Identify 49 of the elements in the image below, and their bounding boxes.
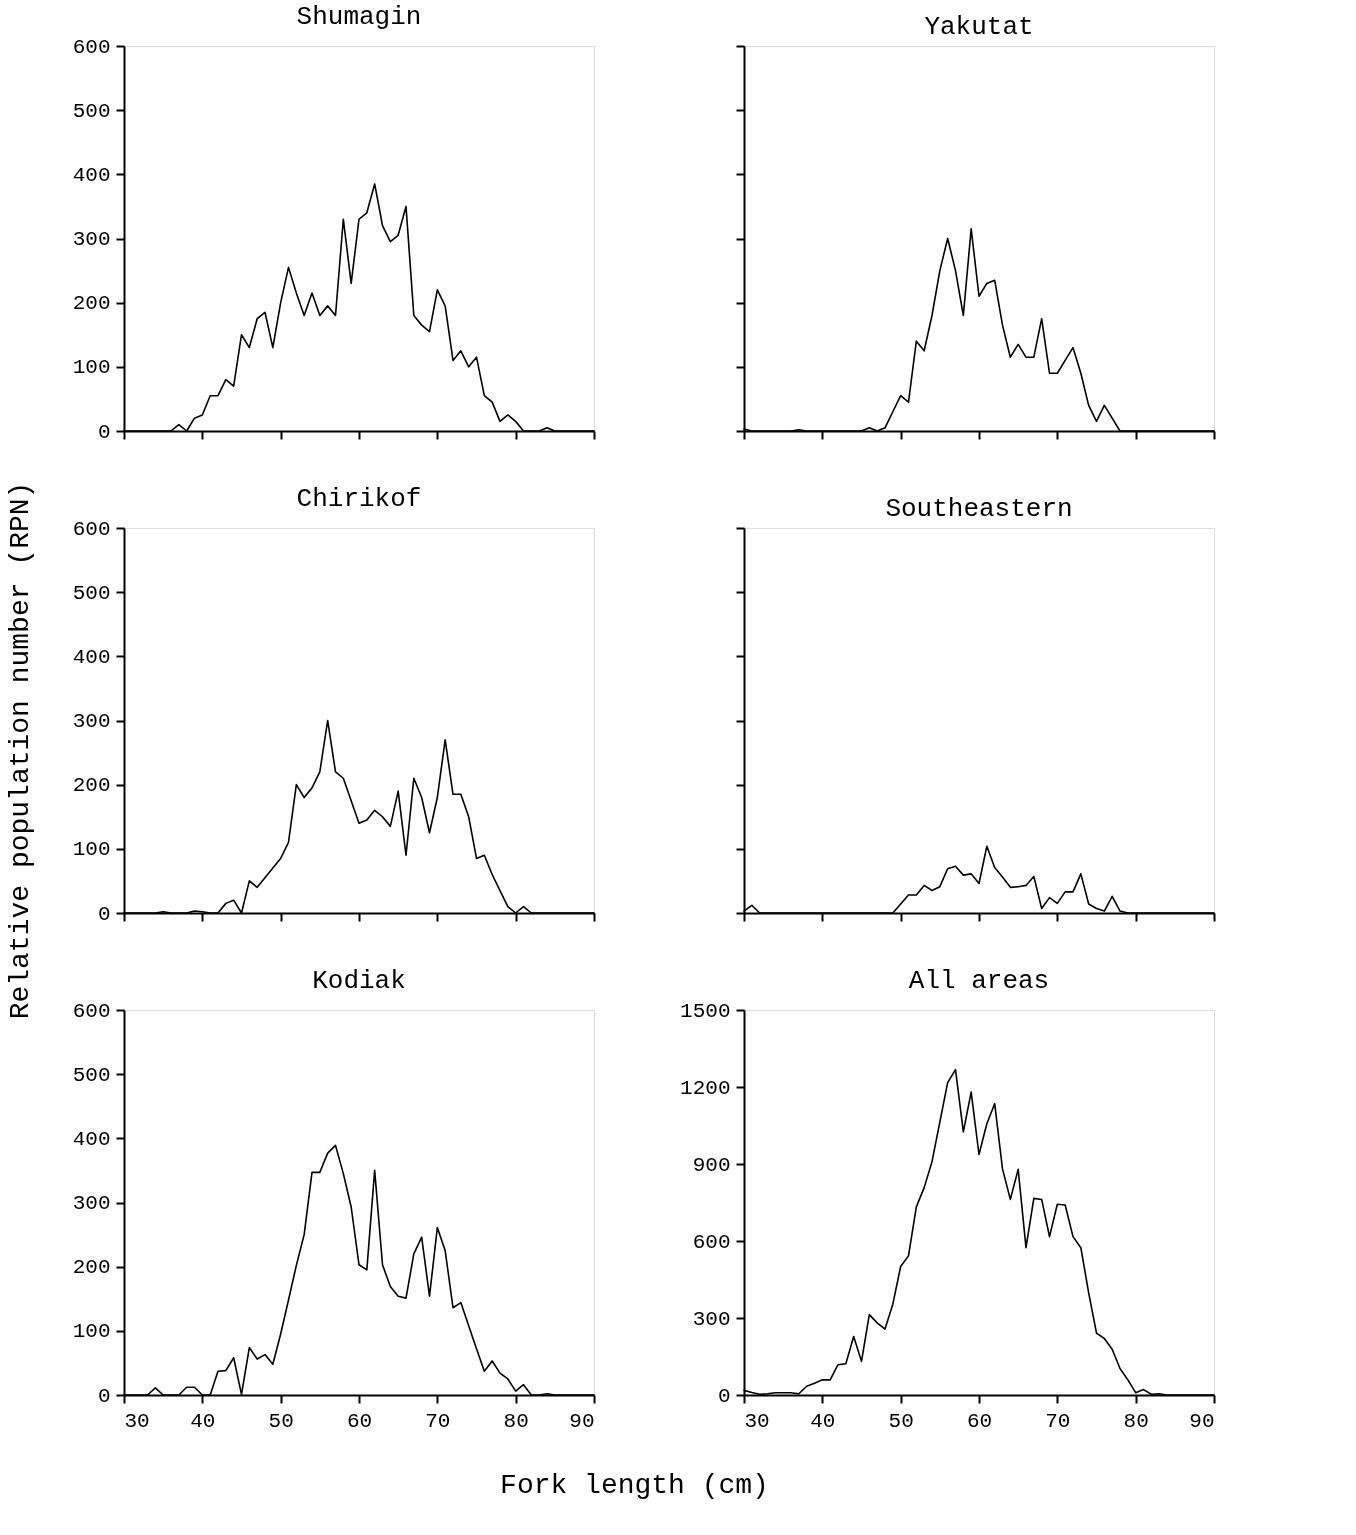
y-tick-label: 200 [72,774,111,798]
y-axis-title: Relative population number (RPN) [4,481,36,1020]
x-tick-label: 80 [1123,1409,1149,1433]
y-tick-label: 300 [72,710,111,733]
chart-title: Chirikof [296,484,422,514]
chart-title: Southeastern [885,494,1073,524]
y-tick-label: 0 [97,420,111,444]
x-tick-label: 60 [966,1409,993,1433]
x-tick-label: 70 [425,1409,451,1433]
y-tick-label: 100 [72,838,111,862]
chart-title: Shumagin [296,2,422,32]
x-tick-label: 50 [888,1409,914,1433]
y-tick-label: 0 [97,1384,111,1408]
y-tick-label: 600 [72,35,111,59]
y-tick-label: 1200 [680,1076,731,1100]
y-tick-label: 200 [72,1256,111,1280]
x-tick-label: 50 [268,1409,294,1433]
y-tick-label: 0 [97,902,111,926]
chart-title: Kodiak [312,966,406,996]
y-tick-label: 500 [72,1063,111,1087]
chart-title: All areas [908,966,1050,996]
x-tick-label: 80 [503,1409,529,1433]
y-tick-label: 600 [72,517,111,541]
x-tick-label: 40 [190,1409,216,1433]
x-tick-label: 40 [810,1409,836,1433]
x-tick-label: 90 [1189,1409,1215,1433]
x-tick-label: 30 [124,1409,150,1433]
y-tick-label: 600 [72,999,111,1023]
y-tick-label: 400 [72,163,111,187]
y-tick-label: 0 [717,1384,731,1408]
x-tick-label: 90 [569,1409,595,1433]
x-tick-label: 70 [1045,1409,1071,1433]
x-tick-label: 60 [346,1409,373,1433]
y-tick-label: 500 [72,99,111,123]
y-tick-label: 900 [692,1153,731,1177]
y-tick-label: 500 [72,581,111,605]
y-tick-label: 300 [72,1192,111,1215]
y-tick-label: 400 [72,1127,111,1151]
chart-title: Yakutat [924,12,1034,42]
y-tick-label: 300 [72,228,111,251]
y-tick-label: 200 [72,292,111,316]
y-tick-label: 600 [692,1230,731,1254]
y-tick-label: 100 [72,1320,111,1344]
x-tick-label: 30 [744,1409,770,1433]
y-tick-label: 400 [72,645,111,669]
y-tick-label: 300 [692,1307,731,1331]
y-tick-label: 1500 [680,999,731,1023]
x-axis-title: Fork length (cm) [500,1469,769,1501]
y-tick-label: 100 [72,356,111,380]
